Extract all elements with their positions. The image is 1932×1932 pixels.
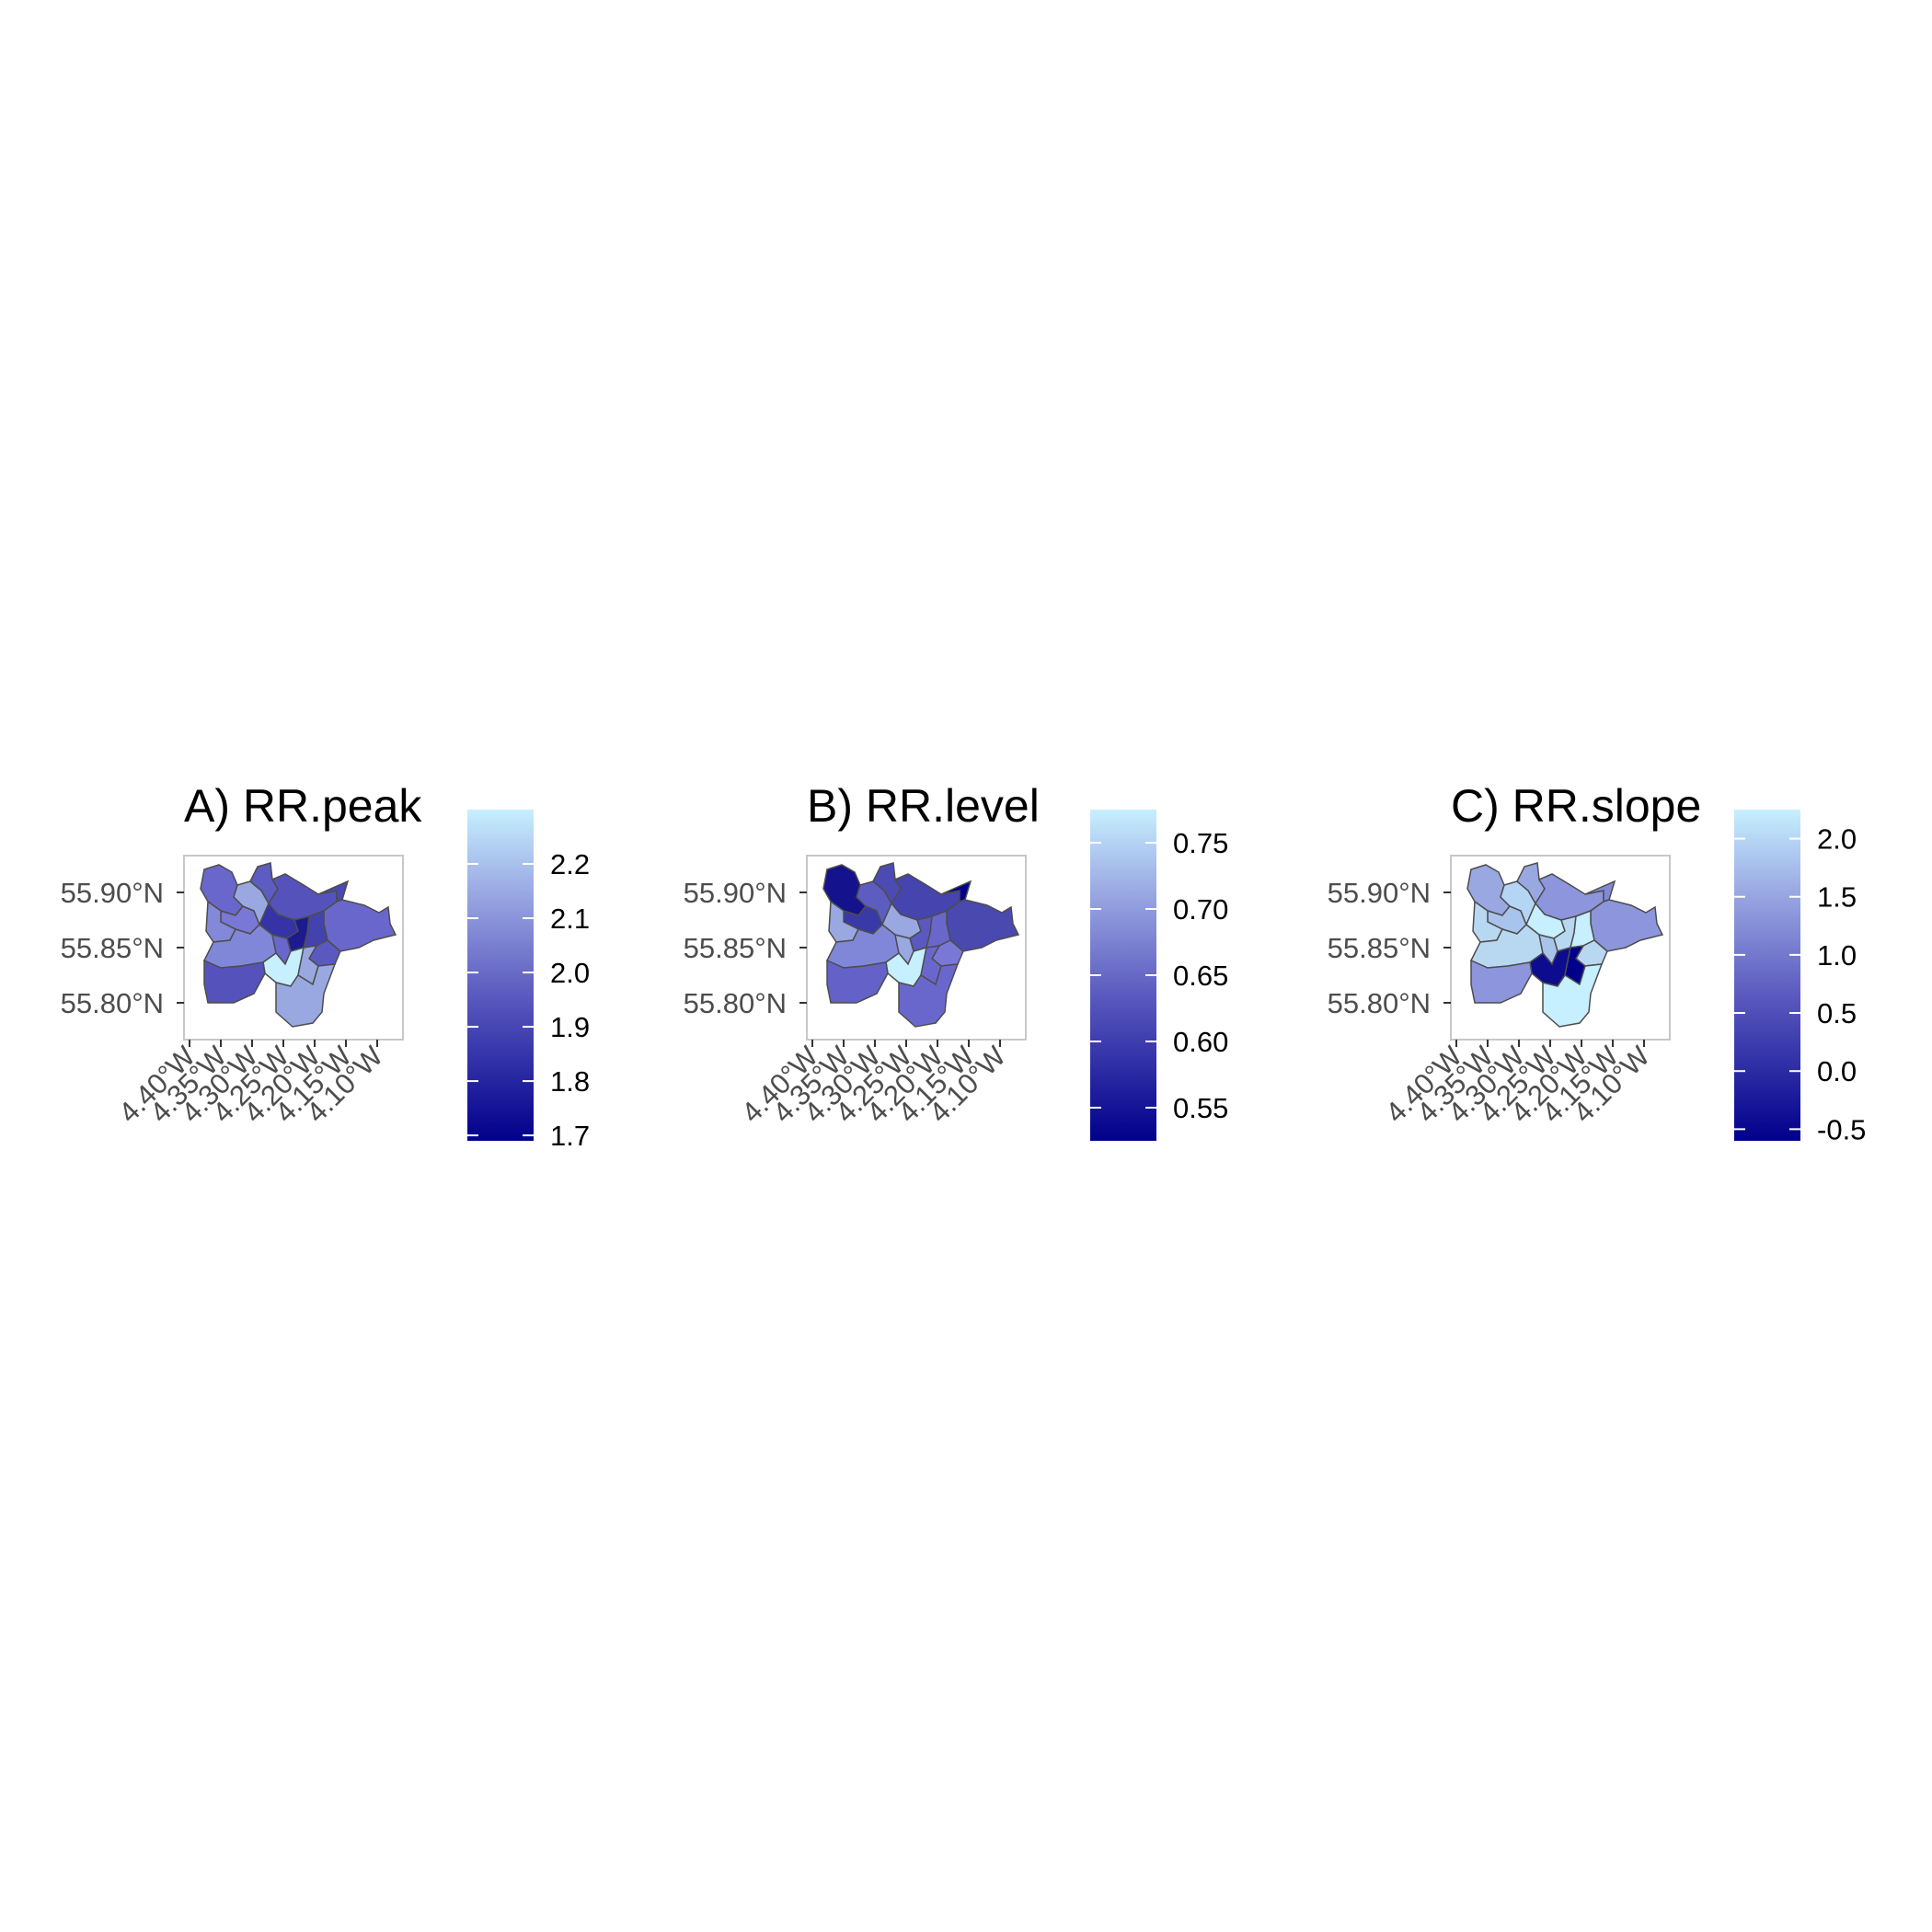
panel-b-regions [822,862,1020,1028]
panel-a-regions [200,862,397,1028]
y-tick-label: 55.90°N [1328,877,1431,909]
y-tick-label: 55.80°N [1328,987,1431,1019]
legend-tick-label: 0.55 [1173,1092,1228,1124]
panel-c-y-axis: 55.90°N 55.85°N 55.80°N [1328,877,1451,1019]
legend-tick-label: 1.7 [550,1120,590,1152]
legend-tick-label: 0.5 [1817,997,1857,1029]
panel-b-x-axis: 4.40°W 4.35°W 4.30°W 4.25°W 4.20°W 4.15°… [735,1040,1012,1129]
y-tick-label: 55.80°N [684,987,787,1019]
y-tick-label: 55.85°N [1328,932,1431,964]
map-region [1542,963,1604,1028]
panel-b-legend: 0.55 0.60 0.65 0.70 0.75 [1090,810,1228,1141]
legend-tick-label: 2.0 [1817,823,1857,856]
legend-tick-label: 2.1 [550,903,590,935]
panel-b-y-axis: 55.90°N 55.85°N 55.80°N [684,877,807,1019]
legend-tick-label: 2.2 [550,848,590,880]
legend-tick-label: 0.60 [1173,1026,1228,1058]
legend-tick-label: 0.70 [1173,893,1228,926]
map-region [898,963,960,1028]
y-tick-label: 55.90°N [61,877,164,909]
y-tick-label: 55.85°N [61,932,164,964]
map-region [1470,959,1533,1004]
map-region [826,959,889,1004]
y-tick-label: 55.85°N [684,932,787,964]
panel-b-title: B) RR.level [807,780,1040,832]
map-region [275,963,337,1028]
y-tick-label: 55.90°N [684,877,787,909]
map-panel-a: A) RR.peak 55.90°N 55 [61,780,590,1152]
map-panel-b: B) RR.level 55.90°N 5 [684,780,1228,1141]
legend-tick-label: 0.0 [1817,1055,1857,1087]
y-tick-label: 55.80°N [61,987,164,1019]
legend-colorbar [467,810,534,1141]
panel-a-y-axis: 55.90°N 55.85°N 55.80°N [61,877,184,1019]
panel-c-legend: -0.5 0.0 0.5 1.0 1.5 2.0 [1734,810,1866,1145]
panel-c-x-axis: 4.40°W 4.35°W 4.30°W 4.25°W 4.20°W 4.15°… [1379,1040,1656,1129]
legend-tick-label: 0.65 [1173,960,1228,992]
legend-tick-label: -0.5 [1817,1113,1866,1145]
legend-tick-label: 1.5 [1817,881,1857,914]
legend-tick-label: 1.9 [550,1011,590,1043]
panel-c-title: C) RR.slope [1451,780,1701,832]
legend-tick-label: 1.8 [550,1065,590,1098]
legend-colorbar [1734,810,1800,1141]
legend-tick-label: 1.0 [1817,939,1857,972]
map-region [203,959,266,1004]
panel-a-x-axis: 4.40°W 4.35°W 4.30°W 4.25°W 4.20°W 4.15°… [112,1040,389,1129]
panel-c-regions [1466,862,1664,1028]
legend-tick-label: 2.0 [550,957,590,989]
panel-a-title: A) RR.peak [184,780,422,832]
panel-a-legend: 1.7 1.8 1.9 2.0 2.1 2.2 [467,810,590,1152]
map-panel-c: C) RR.slope 55.90°N 5 [1328,780,1867,1145]
legend-tick-label: 0.75 [1173,827,1228,859]
